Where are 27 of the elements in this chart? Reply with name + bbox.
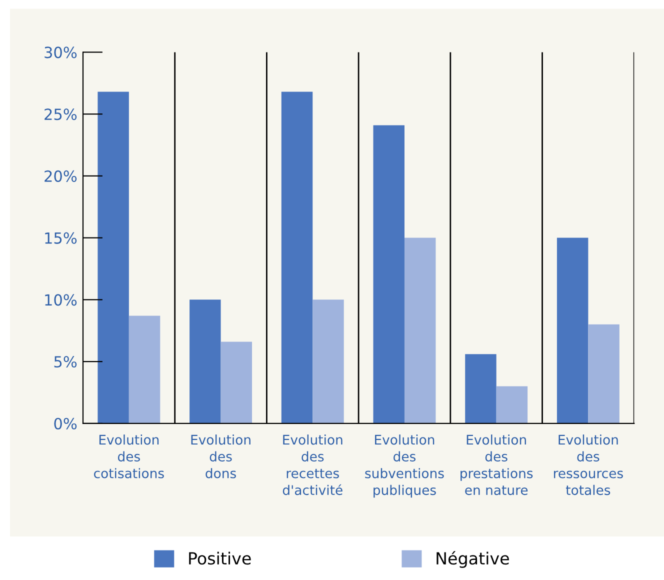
bar <box>190 300 221 424</box>
y-tick-label: 20% <box>44 170 77 182</box>
x-tick-label: Evolution des dons <box>191 434 250 478</box>
y-tick-label: 0% <box>54 418 77 430</box>
bar <box>98 92 129 424</box>
y-tick-label: 5% <box>54 356 77 368</box>
x-tick-label: Evolution des recettes d'activité <box>282 434 342 496</box>
legend-label: Négative <box>436 551 509 568</box>
x-tick-label: Evolution des cotisations <box>94 434 164 478</box>
y-tick-label: 10% <box>45 294 77 306</box>
bar <box>556 238 588 424</box>
bar <box>128 316 160 424</box>
bar <box>588 324 620 424</box>
y-tick-label: 15% <box>45 232 77 244</box>
bar <box>312 300 344 424</box>
bar <box>281 92 313 424</box>
bar <box>465 354 496 424</box>
x-tick-label: Evolution des subventions publiques <box>365 434 444 498</box>
bar <box>496 386 528 424</box>
x-tick-label: Evolution des prestations en nature <box>460 434 533 496</box>
y-tick-label: 25% <box>44 108 77 120</box>
bar <box>404 238 436 424</box>
x-tick-label: Evolution des ressources totales <box>554 434 623 496</box>
legend-label: Positive <box>189 552 251 565</box>
bar <box>220 342 252 424</box>
y-tick-label: 30% <box>44 46 77 58</box>
bar <box>373 125 404 424</box>
